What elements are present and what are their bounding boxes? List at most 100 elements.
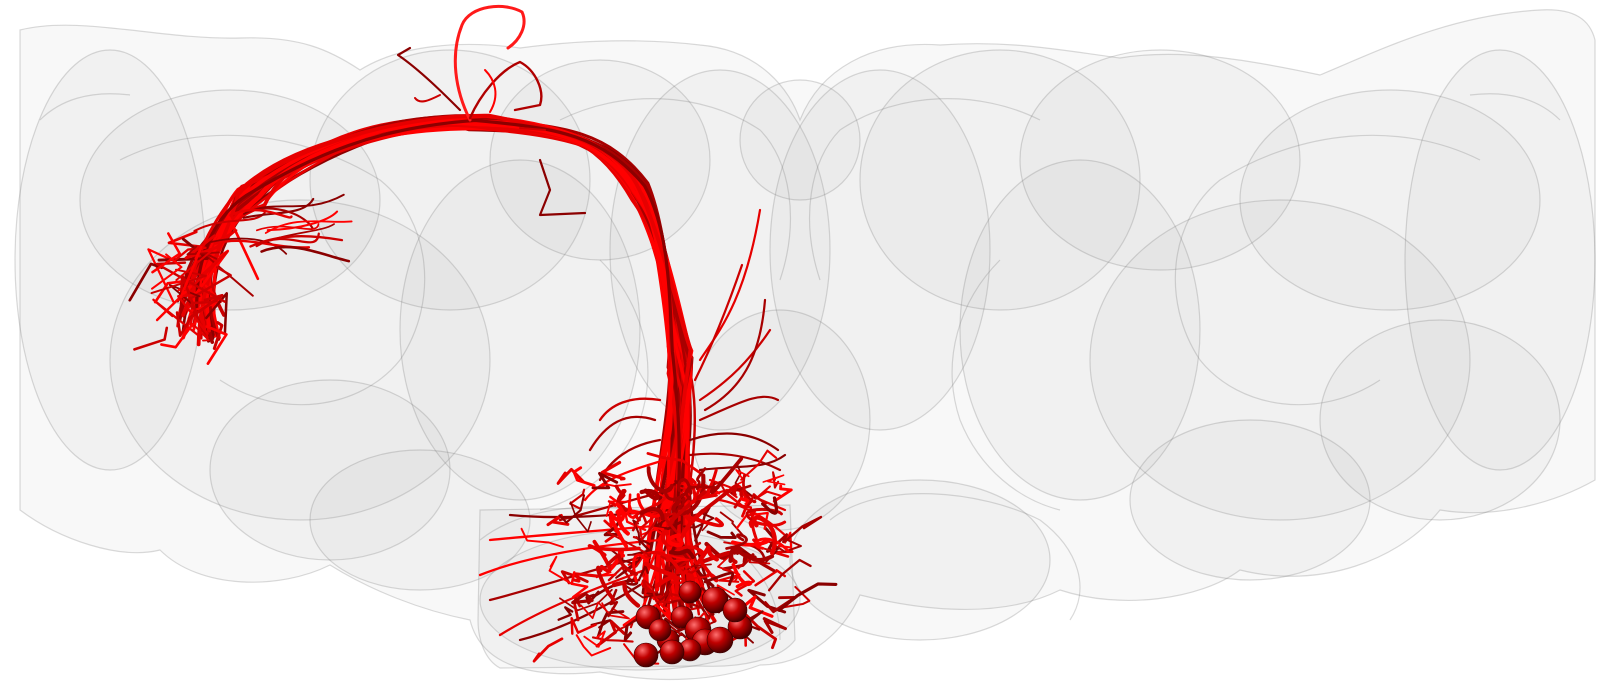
dendrite-segment bbox=[587, 544, 641, 557]
mesh-contour bbox=[829, 493, 1081, 621]
dendrite-segment bbox=[675, 479, 688, 495]
mesh-lobe bbox=[209, 379, 451, 561]
dendrite-segment bbox=[639, 488, 660, 501]
dendrite-segment bbox=[611, 580, 641, 608]
dendrite-segment bbox=[754, 569, 787, 587]
dendrite-segment bbox=[747, 493, 768, 507]
mesh-lobe bbox=[859, 49, 1141, 311]
mesh-lobe bbox=[789, 479, 1051, 641]
dendrite-segment bbox=[639, 506, 665, 521]
dendrite-segment bbox=[580, 601, 611, 620]
tract-apex-loop bbox=[453, 4, 526, 122]
dendrite-segment bbox=[646, 466, 674, 493]
dendrite-segment bbox=[667, 598, 703, 609]
tract-fan-branch bbox=[703, 298, 767, 412]
dendrite-segment bbox=[572, 466, 596, 488]
dendrite-segment bbox=[748, 520, 787, 528]
dendrite-segment bbox=[557, 606, 574, 621]
dendrite-segment bbox=[591, 636, 634, 643]
dendrite-segment bbox=[590, 619, 612, 629]
dendrite-segment bbox=[660, 529, 673, 547]
soma-sphere bbox=[633, 642, 659, 668]
dendrite-segment bbox=[572, 572, 599, 583]
dendrite-segment bbox=[646, 452, 703, 475]
dendrite-segment bbox=[583, 630, 606, 648]
mesh-lobe bbox=[1404, 49, 1596, 471]
tract-terminal-branch bbox=[264, 220, 353, 234]
dendrite-segment bbox=[703, 571, 735, 586]
neuron-tract bbox=[205, 121, 675, 594]
tract-fan-branch bbox=[588, 415, 657, 452]
dendrite-segment bbox=[740, 449, 778, 481]
dendrite-segment bbox=[777, 582, 838, 612]
dendrite-segment bbox=[731, 563, 753, 589]
dendrite-segment bbox=[532, 637, 564, 663]
dendrite-segment bbox=[570, 617, 597, 635]
dendrite-segment bbox=[761, 496, 779, 515]
dendrite-segment bbox=[666, 539, 690, 562]
dendrite-segment bbox=[728, 546, 757, 564]
mesh-lobe bbox=[309, 49, 591, 311]
dendrite-segment bbox=[671, 473, 706, 516]
tract-fan-branch bbox=[693, 263, 744, 382]
dendrite-segment bbox=[560, 570, 589, 585]
dendrite-segment bbox=[699, 483, 739, 515]
tract-terminal-branch bbox=[266, 210, 339, 232]
dendrite-segment bbox=[636, 493, 667, 518]
dendrite-segment bbox=[725, 533, 748, 550]
tract-fan-branch bbox=[698, 395, 780, 422]
dendrite-segment bbox=[688, 476, 697, 505]
dendrite-segment bbox=[717, 555, 741, 583]
tract-terminal-branch bbox=[212, 321, 224, 350]
mesh-contour bbox=[539, 259, 649, 511]
dendrite-segment bbox=[666, 533, 684, 548]
brain-mesh bbox=[14, 9, 1596, 681]
soma-sphere bbox=[648, 618, 672, 642]
mesh-contour bbox=[559, 98, 791, 281]
dendrite-segment bbox=[595, 619, 626, 648]
mesh-contour bbox=[39, 93, 131, 121]
tract-fan-branch bbox=[598, 397, 662, 422]
dendrite-segment bbox=[664, 485, 693, 501]
tract-terminal-branch bbox=[175, 229, 238, 282]
tract-terminal-branch bbox=[179, 245, 203, 298]
dendrite-segment bbox=[744, 610, 764, 631]
dendrite-segment bbox=[762, 474, 786, 486]
mesh-lobe bbox=[309, 449, 531, 591]
dendrite-segment bbox=[696, 545, 719, 565]
tract-fan-branch bbox=[688, 432, 780, 452]
dendrite-segment bbox=[767, 558, 812, 592]
tract-apex-branch bbox=[484, 69, 497, 113]
dendrite-segment bbox=[652, 490, 667, 514]
tract-terminal-branch bbox=[255, 223, 320, 232]
tract-terminal-branch bbox=[255, 232, 320, 248]
tract-terminal-branch bbox=[151, 232, 182, 274]
dendrite-segment bbox=[591, 471, 619, 490]
dendrite-segment bbox=[762, 617, 787, 634]
dendrite-segment bbox=[706, 530, 737, 539]
dendrite-segment bbox=[546, 513, 570, 527]
tract-terminal-branch bbox=[186, 266, 232, 302]
dendrite-segment bbox=[520, 527, 564, 548]
dendrite-segment bbox=[606, 553, 638, 576]
tract-fan-branch bbox=[478, 538, 662, 577]
dendrite-segment bbox=[772, 484, 793, 503]
dendrite-segment bbox=[664, 617, 689, 637]
brain-mesh-outline bbox=[19, 9, 1596, 681]
tract-terminal-branch bbox=[229, 208, 293, 219]
tract-apex-branch bbox=[396, 46, 462, 112]
mesh-lobe bbox=[609, 69, 831, 431]
tract-terminal-branch bbox=[205, 325, 228, 365]
dendrite-segment bbox=[614, 484, 626, 499]
dendrite-segment bbox=[742, 473, 757, 504]
dendrite-segment bbox=[600, 460, 626, 481]
dendrite-segment bbox=[632, 536, 652, 556]
soma-sphere bbox=[706, 626, 734, 654]
soma-sphere bbox=[678, 580, 702, 604]
dendrite-segment bbox=[719, 511, 745, 537]
mesh-lobe bbox=[769, 69, 991, 431]
dendrite-segment bbox=[631, 514, 648, 532]
neuron-tracts bbox=[128, 4, 838, 665]
dendrite-segment bbox=[739, 497, 753, 506]
